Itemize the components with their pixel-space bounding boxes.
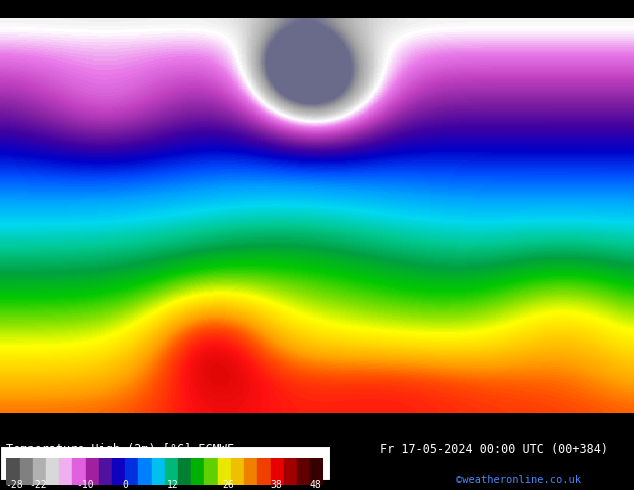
- Bar: [126, 458, 138, 485]
- Text: Fr 17-05-2024 00:00 UTC (00+384): Fr 17-05-2024 00:00 UTC (00+384): [380, 443, 609, 457]
- Bar: [20, 458, 33, 485]
- Text: ©weatheronline.co.uk: ©weatheronline.co.uk: [456, 475, 581, 485]
- Bar: [257, 458, 271, 485]
- Bar: [178, 458, 191, 485]
- Text: -22: -22: [29, 480, 47, 490]
- Bar: [33, 458, 46, 485]
- Bar: [284, 458, 297, 485]
- Text: 0: 0: [122, 480, 128, 490]
- Bar: [217, 458, 231, 485]
- Text: -28: -28: [6, 480, 23, 490]
- Bar: [165, 458, 178, 485]
- Bar: [271, 458, 284, 485]
- Bar: [112, 458, 126, 485]
- Bar: [6, 458, 20, 485]
- Text: 12: 12: [167, 480, 179, 490]
- Text: 48: 48: [309, 480, 321, 490]
- Bar: [72, 458, 86, 485]
- Bar: [99, 458, 112, 485]
- Text: Temperature High (2m) [°C] ECMWF: Temperature High (2m) [°C] ECMWF: [6, 443, 235, 457]
- Bar: [297, 458, 310, 485]
- Text: -10: -10: [77, 480, 94, 490]
- Bar: [59, 458, 72, 485]
- Text: 38: 38: [270, 480, 281, 490]
- Bar: [86, 458, 99, 485]
- Bar: [138, 458, 152, 485]
- Text: 26: 26: [223, 480, 234, 490]
- Bar: [46, 458, 59, 485]
- Bar: [205, 458, 217, 485]
- Bar: [244, 458, 257, 485]
- Bar: [231, 458, 244, 485]
- Bar: [310, 458, 323, 485]
- Bar: [152, 458, 165, 485]
- Bar: [191, 458, 205, 485]
